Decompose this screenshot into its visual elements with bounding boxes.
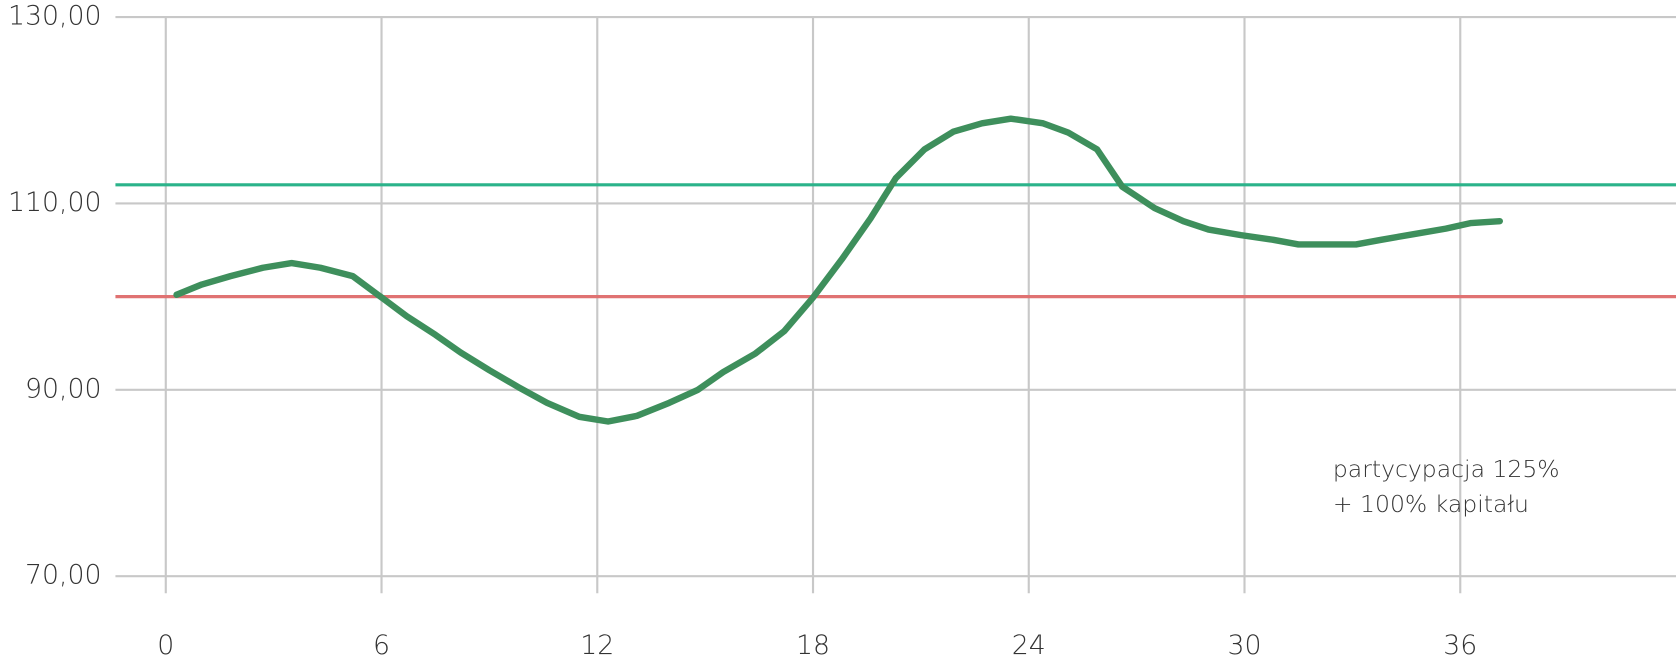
data-line [173,115,1504,425]
x-tick-label: 18 [796,630,830,659]
y-tick-label: 110,00 [8,187,101,218]
x-tick-label: 0 [157,630,174,659]
x-tick-label: 30 [1228,630,1262,659]
x-tick-label: 12 [580,630,614,659]
x-tick-label: 6 [373,630,390,659]
y-tick-label: 70,00 [25,560,101,591]
x-tick-label: 24 [1012,630,1046,659]
annotation: partycypacja 125% [1333,455,1560,483]
x-tick-label: 36 [1443,630,1477,659]
y-tick-label: 130,00 [8,1,101,32]
annotation: + 100% kapitału [1333,490,1529,518]
y-tick-label: 90,00 [25,373,101,404]
